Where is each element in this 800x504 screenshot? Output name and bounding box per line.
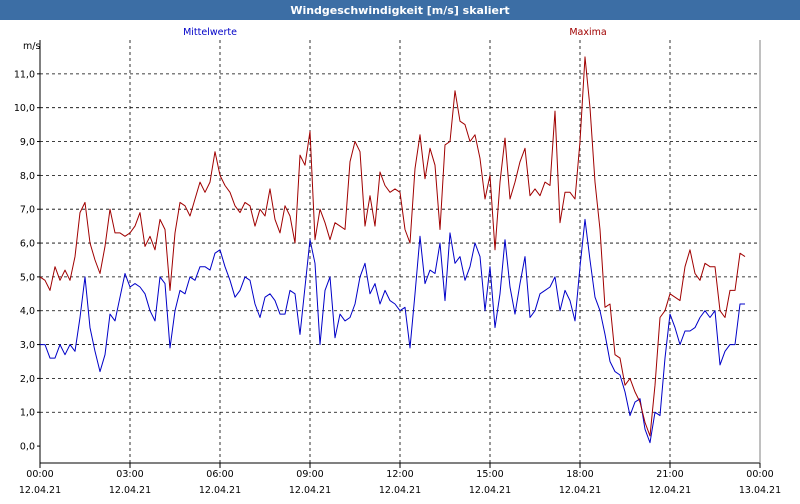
chart-frame: 0,0 1,0 2,0 3,0 4,0 5,0 6,0 7,0 8,0 9,0 10,0 11,0 0… — [0, 20, 800, 500]
y-tick-label: 1,0 — [20, 408, 35, 419]
y-tick-label: 11,0 — [14, 69, 35, 80]
x-tick-time: 18:00 — [566, 469, 593, 480]
x-tick-time: 00:00 — [26, 469, 53, 480]
x-tick-time: 09:00 — [296, 469, 323, 480]
x-tick-time: 00:00 — [746, 469, 773, 480]
legend-maxima: Maxima — [569, 27, 606, 38]
x-tick-date: 12.04.21 — [379, 485, 421, 496]
y-tick-label: 4,0 — [20, 306, 35, 317]
y-tick-label: 3,0 — [20, 340, 35, 351]
x-tick-date: 12.04.21 — [19, 485, 61, 496]
x-tick-time: 21:00 — [656, 469, 683, 480]
chart-title: Windgeschwindigkeit [m/s] skaliert — [290, 3, 510, 17]
series-line-mittelwerte — [40, 218, 745, 444]
y-tick-labels: 0,0 1,0 2,0 3,0 4,0 5,0 6,0 7,0 8,0 9,0 10,0 11,0 — [14, 69, 40, 453]
x-tick-date: 12.04.21 — [109, 485, 151, 496]
y-tick-label: 8,0 — [20, 171, 35, 182]
x-tick-time: 12:00 — [386, 469, 413, 480]
grid — [40, 40, 760, 463]
series — [39, 56, 746, 444]
chart-title-bar: Windgeschwindigkeit [m/s] skaliert — [0, 0, 800, 20]
y-axis-label: m/s — [23, 41, 40, 52]
y-tick-label: 7,0 — [20, 205, 35, 216]
x-tick-date: 12.04.21 — [559, 485, 601, 496]
legend-mittelwerte: Mittelwerte — [183, 27, 237, 38]
x-tick-labels: 00:00 12.04.21 03:00 12.04.21 06:00 12.04.21 0… — [19, 463, 781, 496]
x-tick-date: 12.04.21 — [199, 485, 241, 496]
x-tick-date: 13.04.21 — [739, 485, 781, 496]
y-tick-label: 0,0 — [20, 442, 35, 453]
y-tick-label: 2,0 — [20, 374, 35, 385]
y-tick-label: 5,0 — [20, 272, 35, 283]
x-tick-time: 03:00 — [116, 469, 143, 480]
y-tick-label: 9,0 — [20, 137, 35, 148]
series-line-maxima — [39, 56, 746, 437]
x-tick-time: 15:00 — [476, 469, 503, 480]
x-tick-date: 12.04.21 — [289, 485, 331, 496]
x-tick-time: 06:00 — [206, 469, 233, 480]
x-tick-date: 12.04.21 — [649, 485, 691, 496]
y-tick-label: 6,0 — [20, 239, 35, 250]
x-tick-date: 12.04.21 — [469, 485, 511, 496]
wind-speed-chart: 0,0 1,0 2,0 3,0 4,0 5,0 6,0 7,0 8,0 9,0 10,0 11,0 0… — [14, 27, 781, 496]
y-tick-label: 10,0 — [14, 103, 35, 114]
